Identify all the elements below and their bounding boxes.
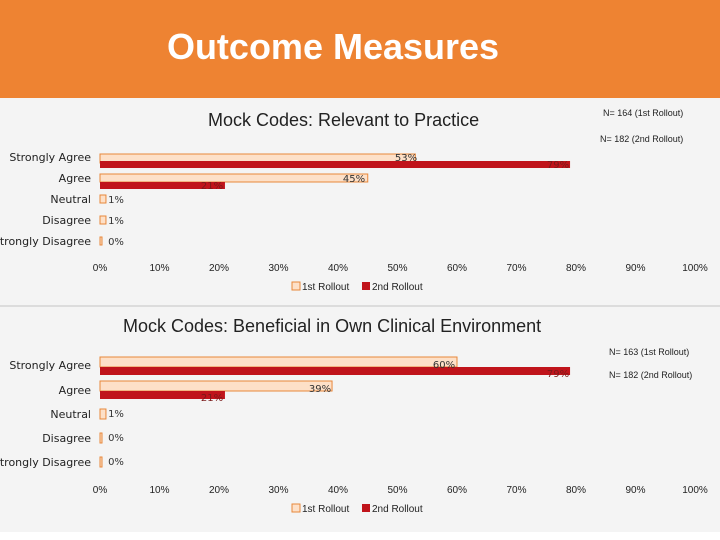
data-label: 1% — [108, 195, 124, 206]
bar-rollout-1 — [99, 380, 333, 392]
sample-size-note: N= 182 (2nd Rollout) — [609, 370, 693, 380]
legend-swatch-rollout-2 — [362, 282, 370, 290]
data-label: 1% — [108, 409, 124, 420]
bar-rollout-1 — [99, 236, 103, 246]
category-label: Neutral — [50, 193, 91, 206]
x-tick-label: 50% — [387, 263, 407, 274]
legend-label: 1st Rollout — [302, 504, 349, 515]
category-label: Strongly Disagree — [0, 235, 91, 248]
data-label: 21% — [201, 181, 223, 192]
data-label: 79% — [547, 160, 569, 171]
bar-rollout-2 — [100, 182, 225, 189]
data-label: 1% — [108, 216, 124, 227]
x-tick-label: 80% — [566, 485, 586, 496]
x-tick-label: 40% — [328, 485, 348, 496]
x-tick-label: 90% — [625, 263, 645, 274]
x-tick-label: 40% — [328, 263, 348, 274]
bar-rollout-1 — [99, 408, 107, 420]
bar-rollout-1 — [99, 215, 107, 225]
category-label: Strongly Agree — [9, 359, 91, 372]
x-tick-label: 60% — [447, 263, 467, 274]
x-tick-label: 0% — [93, 263, 108, 274]
x-tick-label: 70% — [506, 263, 526, 274]
legend-label: 2nd Rollout — [372, 282, 423, 293]
bar-rollout-1 — [99, 432, 103, 444]
x-tick-label: 100% — [682, 263, 708, 274]
data-label: 0% — [108, 237, 124, 248]
data-label: 21% — [201, 393, 223, 404]
sample-size-note: N= 163 (1st Rollout) — [609, 347, 690, 357]
bar-rollout-2 — [100, 391, 225, 399]
data-label: 79% — [547, 369, 569, 380]
data-label: 0% — [108, 457, 124, 468]
x-tick-label: 10% — [149, 263, 169, 274]
data-label: 39% — [309, 384, 331, 395]
x-tick-label: 20% — [209, 485, 229, 496]
category-label: Disagree — [42, 432, 91, 445]
legend-swatch-rollout-1 — [291, 503, 301, 513]
data-label: 45% — [343, 174, 365, 185]
x-tick-label: 100% — [682, 485, 708, 496]
category-label: Neutral — [50, 408, 91, 421]
x-tick-label: 0% — [93, 485, 108, 496]
sample-size-note: N= 164 (1st Rollout) — [603, 108, 684, 118]
slide-title: Outcome Measures — [166, 26, 500, 67]
legend-swatch-rollout-2 — [362, 504, 370, 512]
chart-panel-beneficial — [0, 307, 720, 532]
bar-rollout-2 — [100, 367, 571, 375]
x-tick-label: 90% — [625, 485, 645, 496]
bar-rollout-1 — [99, 456, 103, 468]
chart-title-relevant: Mock Codes: Relevant to Practice — [208, 110, 480, 130]
panel-divider — [0, 305, 720, 307]
data-label: 53% — [395, 153, 417, 164]
data-label: 60% — [433, 360, 455, 371]
legend-label: 1st Rollout — [302, 282, 349, 293]
data-label: 0% — [108, 433, 124, 444]
legend-label: 2nd Rollout — [372, 504, 423, 515]
sample-size-note: N= 182 (2nd Rollout) — [600, 134, 684, 144]
category-label: Strongly Disagree — [0, 456, 91, 469]
chart-title-beneficial: Mock Codes: Beneficial in Own Clinical E… — [123, 316, 542, 336]
x-tick-label: 30% — [268, 485, 288, 496]
x-tick-label: 70% — [506, 485, 526, 496]
bar-rollout-2 — [100, 161, 571, 168]
bar-rollout-1 — [99, 173, 369, 183]
legend-swatch-rollout-1 — [291, 281, 301, 291]
title-banner: Outcome Measures — [0, 0, 720, 98]
x-tick-label: 80% — [566, 263, 586, 274]
category-label: Agree — [59, 384, 92, 397]
bar-rollout-1 — [99, 194, 107, 204]
x-tick-label: 50% — [387, 485, 407, 496]
chart-panel-relevant — [0, 98, 720, 305]
x-tick-label: 20% — [209, 263, 229, 274]
x-tick-label: 30% — [268, 263, 288, 274]
bar-rollout-1 — [99, 356, 458, 368]
category-label: Strongly Agree — [9, 151, 91, 164]
category-label: Agree — [59, 172, 92, 185]
x-tick-label: 60% — [447, 485, 467, 496]
x-tick-label: 10% — [149, 485, 169, 496]
category-label: Disagree — [42, 214, 91, 227]
